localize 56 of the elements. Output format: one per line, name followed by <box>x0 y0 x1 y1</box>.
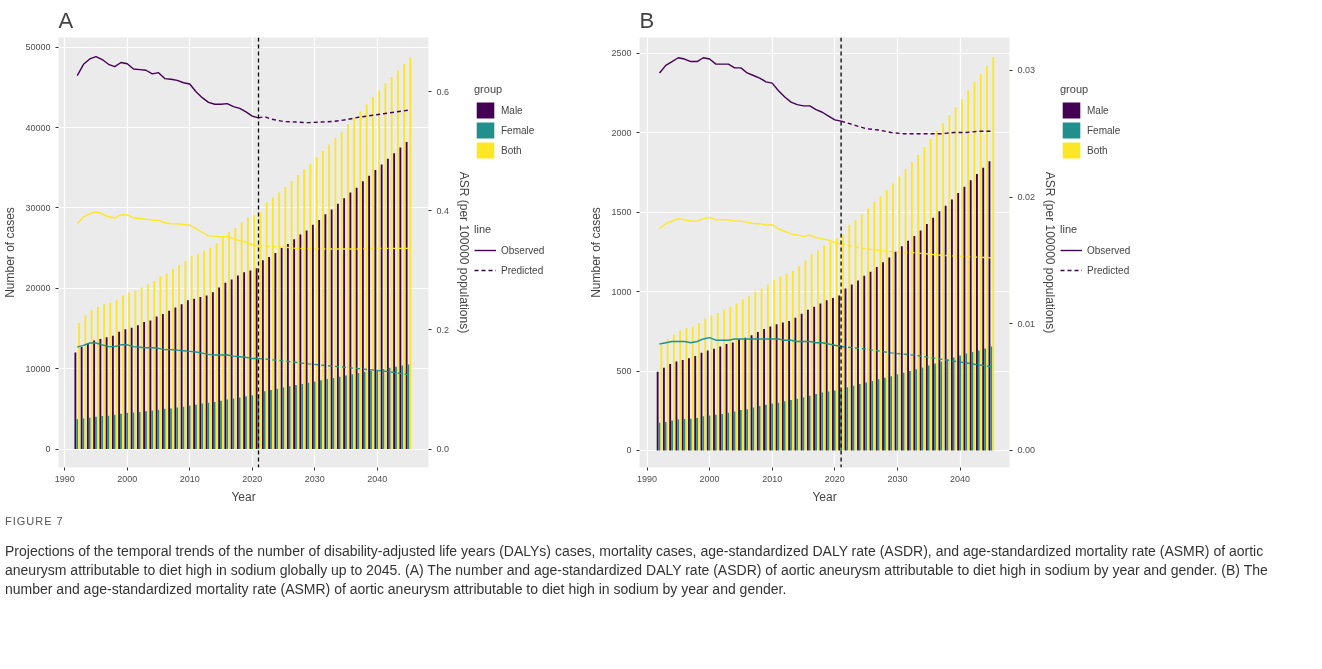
x-tick-label: 2040 <box>950 473 971 484</box>
y-tick-label: 0 <box>626 445 632 456</box>
y2-tick-label: 0.2 <box>436 324 450 335</box>
x-tick-label: 2010 <box>179 473 200 484</box>
y-tick-label: 20000 <box>25 283 51 294</box>
y2-tick-label: 0.02 <box>1017 192 1036 203</box>
y-tick-label: 2500 <box>611 48 632 59</box>
legend-label: Both <box>1087 144 1108 156</box>
x-tick-label: 2010 <box>762 473 783 484</box>
y-axis-title: Number of cases <box>3 207 18 298</box>
x-tick-label: 2000 <box>117 473 138 484</box>
text: line <box>474 223 492 235</box>
chart-title: A <box>58 7 74 33</box>
legend-label: Female <box>1087 124 1121 136</box>
y2-tick-label: 0.00 <box>1017 445 1036 456</box>
chart-title: B <box>639 7 655 33</box>
y-tick-label: 30000 <box>25 202 51 213</box>
y-tick-label: 0 <box>45 444 51 455</box>
y2-axis-title: ASR (per 100000 populations) <box>1043 171 1058 334</box>
text: group <box>1060 83 1089 95</box>
y2-tick-label: 0.0 <box>436 444 450 455</box>
x-tick-label: 2040 <box>367 473 388 484</box>
y2-tick-label: 0.03 <box>1017 65 1036 76</box>
legend-label: Observed <box>1087 244 1131 256</box>
y-tick-label: 2000 <box>611 127 632 138</box>
y2-axis-title: ASR (per 100000 populations) <box>457 171 472 334</box>
y2-tick-label: 0.6 <box>436 86 450 97</box>
text: group <box>474 83 503 95</box>
y-tick-label: 50000 <box>25 42 51 53</box>
legend-label: Both <box>501 144 522 156</box>
x-tick-label: 2030 <box>887 473 908 484</box>
legend-label: Male <box>1087 104 1109 116</box>
legend-label: Female <box>501 124 535 136</box>
x-tick-label: 2000 <box>699 473 720 484</box>
x-tick-label: 1990 <box>54 473 75 484</box>
x-axis-title: Year <box>812 489 837 504</box>
caption: FIGURE 7 <box>5 514 64 529</box>
text: Projections of the temporal trends of the number of disability-adjusted life years (DALYs) cases, mortality cases, age-standardized DALY rate (ASDR), and age-standardized mortality rate (ASMR) of aortic aneurysm attributable to diet high in sodium globally up to 2045. (A) The number and age-standardized DALY rate (ASDR) of aortic aneurysm attributable to diet high in sodium by year and gender. (B) The number and age-standardized mortality rate (ASMR) of aortic aneurysm attributable to diet high in sodium by year and gender. <box>5 542 1269 599</box>
legend-label: Predicted <box>501 264 544 276</box>
y-tick-label: 40000 <box>25 122 51 133</box>
x-tick-label: 2030 <box>304 473 325 484</box>
y2-tick-label: 0.4 <box>436 205 450 216</box>
y-tick-label: 500 <box>616 366 632 377</box>
y2-tick-label: 0.01 <box>1017 318 1036 329</box>
text: line <box>1060 223 1078 235</box>
x-axis-title: Year <box>231 489 256 504</box>
y-axis-title: Number of cases <box>589 207 604 298</box>
legend-label: Observed <box>501 244 545 256</box>
y-tick-label: 1000 <box>611 286 632 297</box>
legend-label: Predicted <box>1087 264 1130 276</box>
x-tick-label: 1990 <box>637 473 658 484</box>
y-tick-label: 10000 <box>25 363 51 374</box>
x-tick-label: 2020 <box>824 473 845 484</box>
x-tick-label: 2020 <box>242 473 263 484</box>
legend-label: Male <box>501 104 523 116</box>
y-tick-label: 1500 <box>611 207 632 218</box>
